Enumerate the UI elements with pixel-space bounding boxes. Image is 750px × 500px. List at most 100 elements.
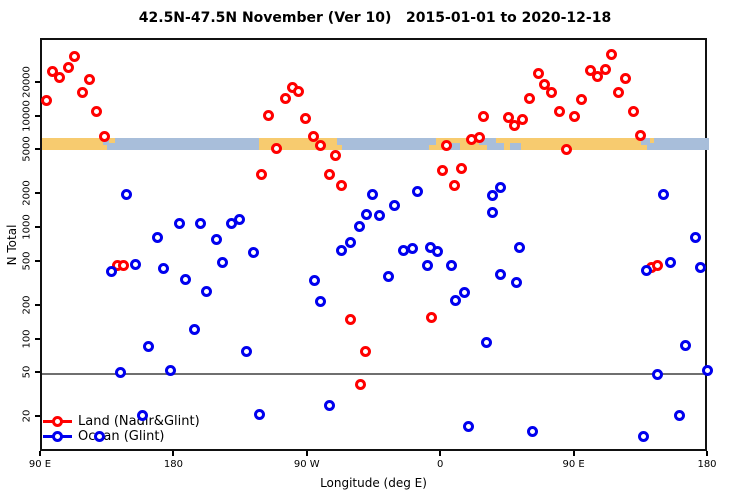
data-point-land [324,169,336,181]
data-point-ocean [389,200,401,212]
data-point-land [69,50,81,62]
x-tick-label: 90 E [28,459,52,470]
x-tick [572,451,575,456]
x-tick [39,451,41,456]
y-axis-title: N Total [5,224,19,266]
data-point-ocean [137,409,149,421]
y-tick [35,303,40,306]
y-tick-label: 500 [21,251,33,271]
data-point-ocean [657,188,669,200]
data-point-ocean [158,262,170,274]
legend-row: Land (Nadir&Glint) [43,414,263,429]
data-point-ocean [201,285,213,297]
data-point-land [546,87,558,99]
map-strip-ocean-segment [336,138,343,146]
data-point-ocean [694,261,706,273]
y-tick [35,371,40,374]
map-strip-ocean-segment [510,143,521,150]
data-point-land [441,139,453,151]
data-point-ocean [383,270,395,282]
legend-label: Land (Nadir&Glint) [78,414,200,429]
y-tick-label: 10000 [21,99,33,132]
y-tick-label: 100 [21,328,33,349]
data-point-land [635,130,647,142]
data-point-land [359,345,371,357]
chart-title: 42.5N-47.5N November (Ver 10) 2015-01-01… [138,10,612,26]
x-axis-title: Longitude (deg E) [320,476,427,490]
data-point-ocean [374,210,386,222]
data-point-ocean [481,337,493,348]
x-tick-label: 180 [163,459,183,470]
x-tick [305,451,308,456]
data-point-ocean [165,364,177,376]
map-strip-ocean-segment [428,138,436,146]
data-point-ocean [367,188,379,200]
data-point-ocean [432,246,444,258]
data-point-land [533,67,545,79]
data-point-land [292,86,304,98]
map-strip-ocean-segment [640,138,650,146]
data-point-ocean [315,296,327,308]
data-point-ocean [217,256,229,268]
data-point-ocean [702,364,714,376]
data-point-ocean [344,236,356,248]
y-tick-label: 20 [21,410,33,423]
data-point-ocean [94,430,106,442]
y-tick-label: 50 [21,365,33,379]
data-point-land [54,71,66,83]
data-point-land [568,110,580,122]
data-point-ocean [335,244,347,256]
data-point-land [83,73,95,85]
data-point-land [335,179,347,191]
data-point-ocean [664,257,676,269]
data-point-ocean [527,425,539,437]
data-point-ocean [463,421,475,433]
data-point-land [63,61,75,73]
map-strip-ocean-segment [107,143,115,150]
x-tick-label: 90 W [293,459,320,470]
data-point-ocean [180,273,192,285]
data-point-ocean [189,323,201,335]
y-tick [35,114,40,117]
data-point-land [509,119,521,131]
data-point-land [255,169,267,181]
data-point-ocean [195,217,207,229]
data-point-land [599,63,611,75]
y-tick [35,226,40,229]
data-point-ocean [115,367,127,379]
legend-circle-symbol [52,431,63,442]
x-tick [706,451,708,456]
data-point-ocean [361,209,373,221]
data-point-ocean [494,269,506,281]
data-point-land [561,143,573,155]
data-point-ocean [673,409,685,421]
data-point-land [307,131,319,143]
x-tick-label: 90 E [562,459,585,470]
data-point-land [448,179,460,191]
data-point-land [329,150,341,162]
data-point-ocean [241,345,253,357]
data-point-land [355,378,367,390]
data-point-land [524,92,536,104]
data-point-ocean [407,243,419,255]
x-tick-label: 0 [437,459,444,470]
data-point-land [263,109,275,121]
data-point-ocean [487,190,499,202]
data-point-ocean [638,430,650,442]
data-point-land [538,78,550,90]
data-point-ocean [450,294,462,306]
y-tick-label: 2000 [21,180,33,207]
data-point-land [576,93,588,105]
data-point-land [553,105,565,117]
data-point-ocean [248,247,260,259]
data-point-land [620,72,632,84]
x-tick [439,451,442,456]
data-point-land [627,105,639,117]
y-tick [35,259,40,262]
data-point-land [592,70,604,82]
data-point-ocean [152,232,164,244]
data-point-land [651,259,663,271]
data-point-land [91,105,103,117]
data-point-land [473,132,485,144]
